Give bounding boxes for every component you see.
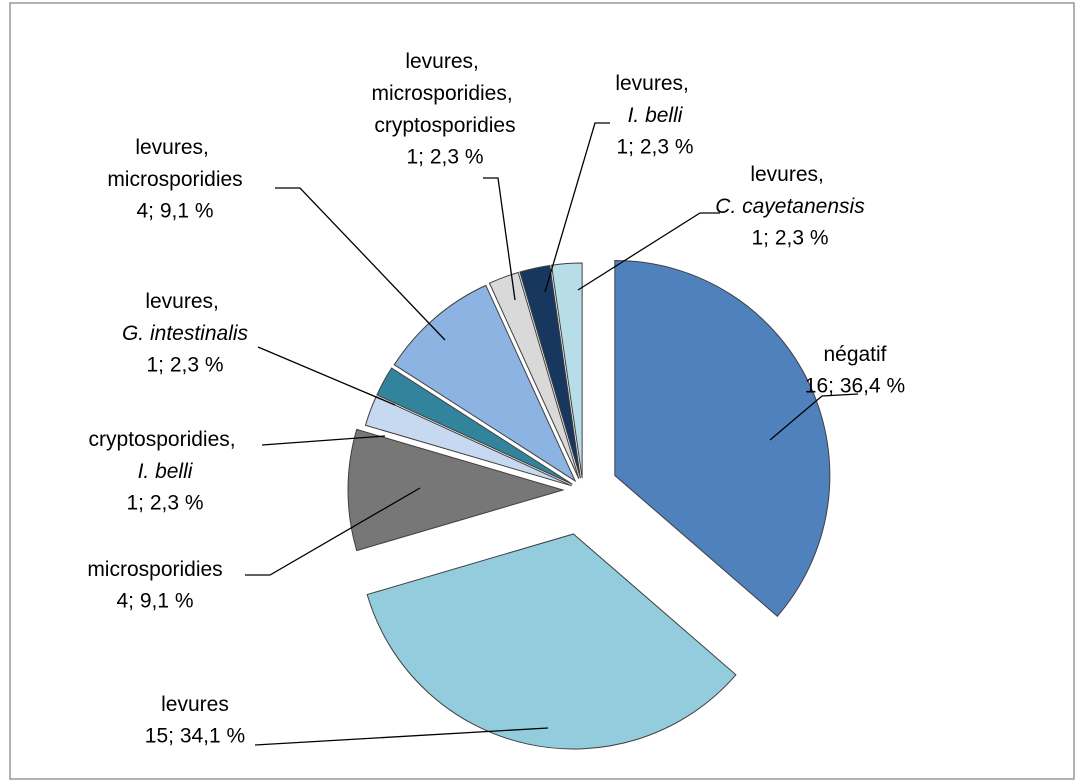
slice-value-label: 1; 2,3 % <box>406 146 483 169</box>
slice-label: cryptosporidies, I. belli <box>89 428 242 483</box>
leader-line <box>483 177 516 301</box>
leader-line <box>544 122 610 293</box>
pie-slice <box>519 264 581 479</box>
pie-slice <box>347 428 565 552</box>
pie-slice <box>366 533 737 750</box>
slice-value-label: 1; 2,3 % <box>146 354 223 377</box>
slice-value-label: 4; 9,1 % <box>116 590 193 613</box>
slice-value-label: 15; 34,1 % <box>145 725 245 748</box>
leader-line <box>245 487 421 576</box>
slice-value-label: 4; 9,1 % <box>136 200 213 223</box>
leader-line <box>254 727 549 746</box>
leader-line <box>261 435 386 446</box>
slice-label: négatif <box>823 343 886 366</box>
slice-value-label: 1; 2,3 % <box>751 227 828 250</box>
slice-label: levures, microsporidies <box>107 136 242 191</box>
slice-label: levures <box>161 693 229 716</box>
slice-label: levures, I. belli <box>615 72 694 127</box>
pie-slice <box>376 367 573 485</box>
slice-label: microsporidies <box>87 558 222 581</box>
leader-line <box>257 346 396 406</box>
pie-slice <box>488 271 580 479</box>
slice-label: levures, G. intestinalis <box>122 290 249 345</box>
slice-value-label: 1; 2,3 % <box>126 492 203 515</box>
slice-value-label: 1; 2,3 % <box>616 136 693 159</box>
slice-label: levures, C. cayetanensis <box>715 163 865 218</box>
slice-label: levures, microsporidies, cryptosporidies <box>371 50 518 137</box>
leader-line <box>275 187 446 341</box>
leader-line <box>577 212 720 291</box>
leader-line <box>769 393 859 441</box>
pie-slice <box>614 259 831 617</box>
pie-slice <box>550 262 583 479</box>
slice-value-label: 16; 36,4 % <box>805 375 905 398</box>
